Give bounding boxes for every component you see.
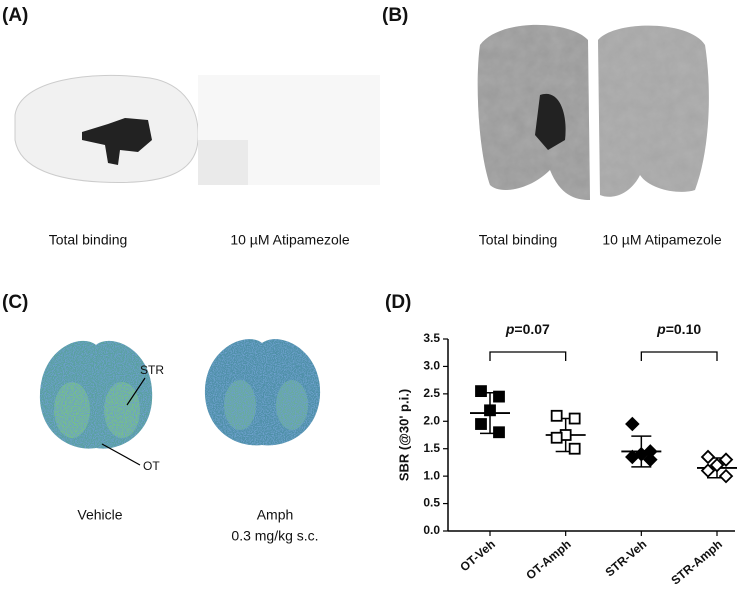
- panel-label: (C): [2, 292, 28, 313]
- point: [625, 416, 640, 432]
- x-tick-label: STR-Amph: [668, 537, 724, 588]
- autoradiograph: [477, 24, 709, 201]
- point: [718, 468, 734, 484]
- point: [700, 449, 716, 465]
- caption: 0.3 mg/kg s.c.: [231, 528, 318, 544]
- point: [625, 449, 640, 465]
- point: [568, 412, 581, 425]
- bracket: [489, 351, 567, 361]
- caption: Vehicle: [77, 507, 122, 523]
- point: [475, 385, 487, 398]
- point: [484, 404, 496, 417]
- p-symbol: p: [505, 321, 515, 337]
- point: [634, 446, 649, 462]
- y-tick-label: 3.5: [423, 331, 440, 345]
- caption: Amph: [257, 507, 294, 523]
- annotation: STR: [140, 363, 164, 377]
- panel-label: (B): [382, 5, 408, 26]
- point: [568, 442, 581, 455]
- y-tick-label: 1.5: [423, 441, 440, 455]
- p-symbol: p: [656, 321, 666, 337]
- point: [718, 452, 734, 467]
- autoradiograph: [14, 74, 380, 185]
- point: [475, 418, 487, 430]
- caption: Total binding: [49, 232, 128, 248]
- point: [493, 390, 505, 403]
- y-tick-label: 0.5: [423, 496, 440, 510]
- point: [493, 426, 505, 439]
- p-value: p=0.07: [505, 321, 550, 337]
- pet-image: [39, 339, 321, 466]
- p-number: =0.10: [666, 321, 702, 337]
- y-tick-label: 3.0: [423, 359, 440, 373]
- x-tick-label: OT-Veh: [457, 537, 498, 574]
- y-tick-label: 2.5: [423, 386, 440, 400]
- y-tick-label: 2.0: [423, 413, 440, 427]
- x-tick-label: OT-Amph: [523, 537, 573, 582]
- panel-label: (D): [385, 292, 411, 313]
- p-value: p=0.10: [656, 321, 701, 337]
- caption: Total binding: [479, 232, 558, 248]
- point: [700, 463, 716, 478]
- point: [550, 431, 563, 444]
- annotation: OT: [143, 459, 160, 473]
- caption: 10 µM Atipamezole: [230, 232, 350, 248]
- y-tick-label: 1.0: [423, 468, 440, 482]
- bracket: [640, 351, 718, 361]
- caption: 10 µM Atipamezole: [602, 232, 722, 248]
- p-number: =0.07: [514, 321, 550, 337]
- y-tick-label: 0.0: [423, 523, 440, 537]
- chart: (D) SBR (@30' p.i.) 0.0 0.5 1.0 1.5 2.0 2.5 3.0 3…: [385, 292, 737, 588]
- point: [643, 452, 658, 467]
- panel-label: (A): [2, 5, 28, 26]
- x-tick-label: STR-Veh: [603, 537, 650, 579]
- point: [550, 409, 563, 422]
- point: [709, 457, 725, 473]
- axis-title: SBR (@30' p.i.): [396, 389, 411, 481]
